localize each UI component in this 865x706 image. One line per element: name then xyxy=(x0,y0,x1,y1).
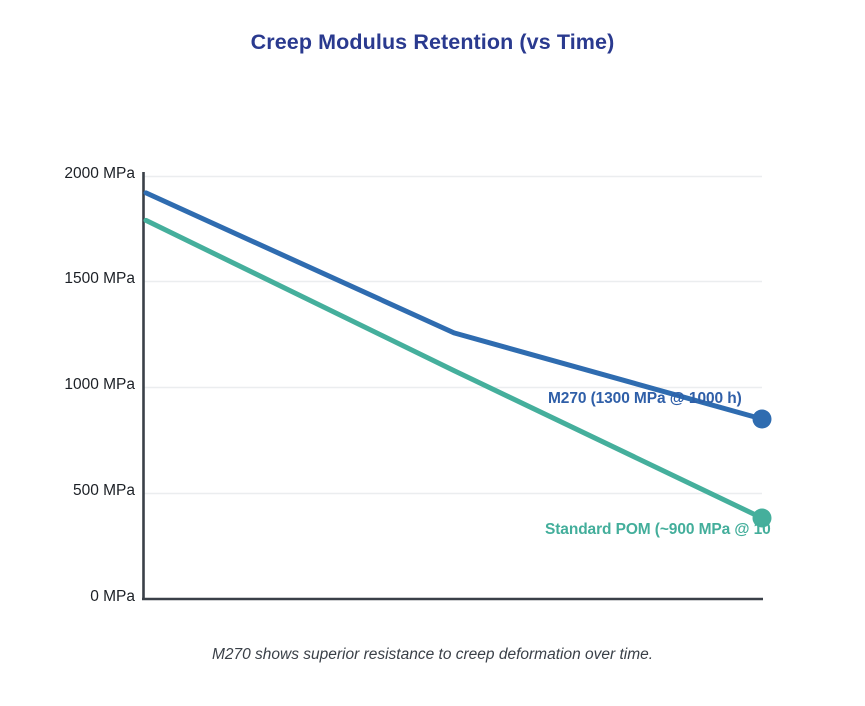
y-axis-tick-labels: 2000 MPa 1500 MPa 1000 MPa 500 MPa 0 MPa xyxy=(40,0,135,706)
series-endpoint-marker-standard-pom xyxy=(752,508,772,528)
chart-caption: M270 shows superior resistance to creep … xyxy=(211,646,654,663)
y-tick-label-1500: 1500 MPa xyxy=(64,270,135,287)
page-title: Creep Modulus Retention (vs Time) xyxy=(250,30,615,54)
series-endpoint-marker-m270 xyxy=(752,409,772,429)
series-line-standard-pom xyxy=(143,217,765,521)
series-line-m270 xyxy=(143,190,765,422)
gridlines xyxy=(143,175,762,495)
y-tick-label-2000: 2000 MPa xyxy=(64,165,135,182)
series-annotation-standard-pom: Standard POM (~900 MPa @ 10 xyxy=(545,521,771,538)
y-tick-label-500: 500 MPa xyxy=(72,482,135,499)
series-annotation-m270: M270 (1300 MPa @ 1000 h) xyxy=(548,390,742,407)
y-tick-label-1000: 1000 MPa xyxy=(64,376,135,393)
y-tick-label-0: 0 MPa xyxy=(90,588,135,605)
